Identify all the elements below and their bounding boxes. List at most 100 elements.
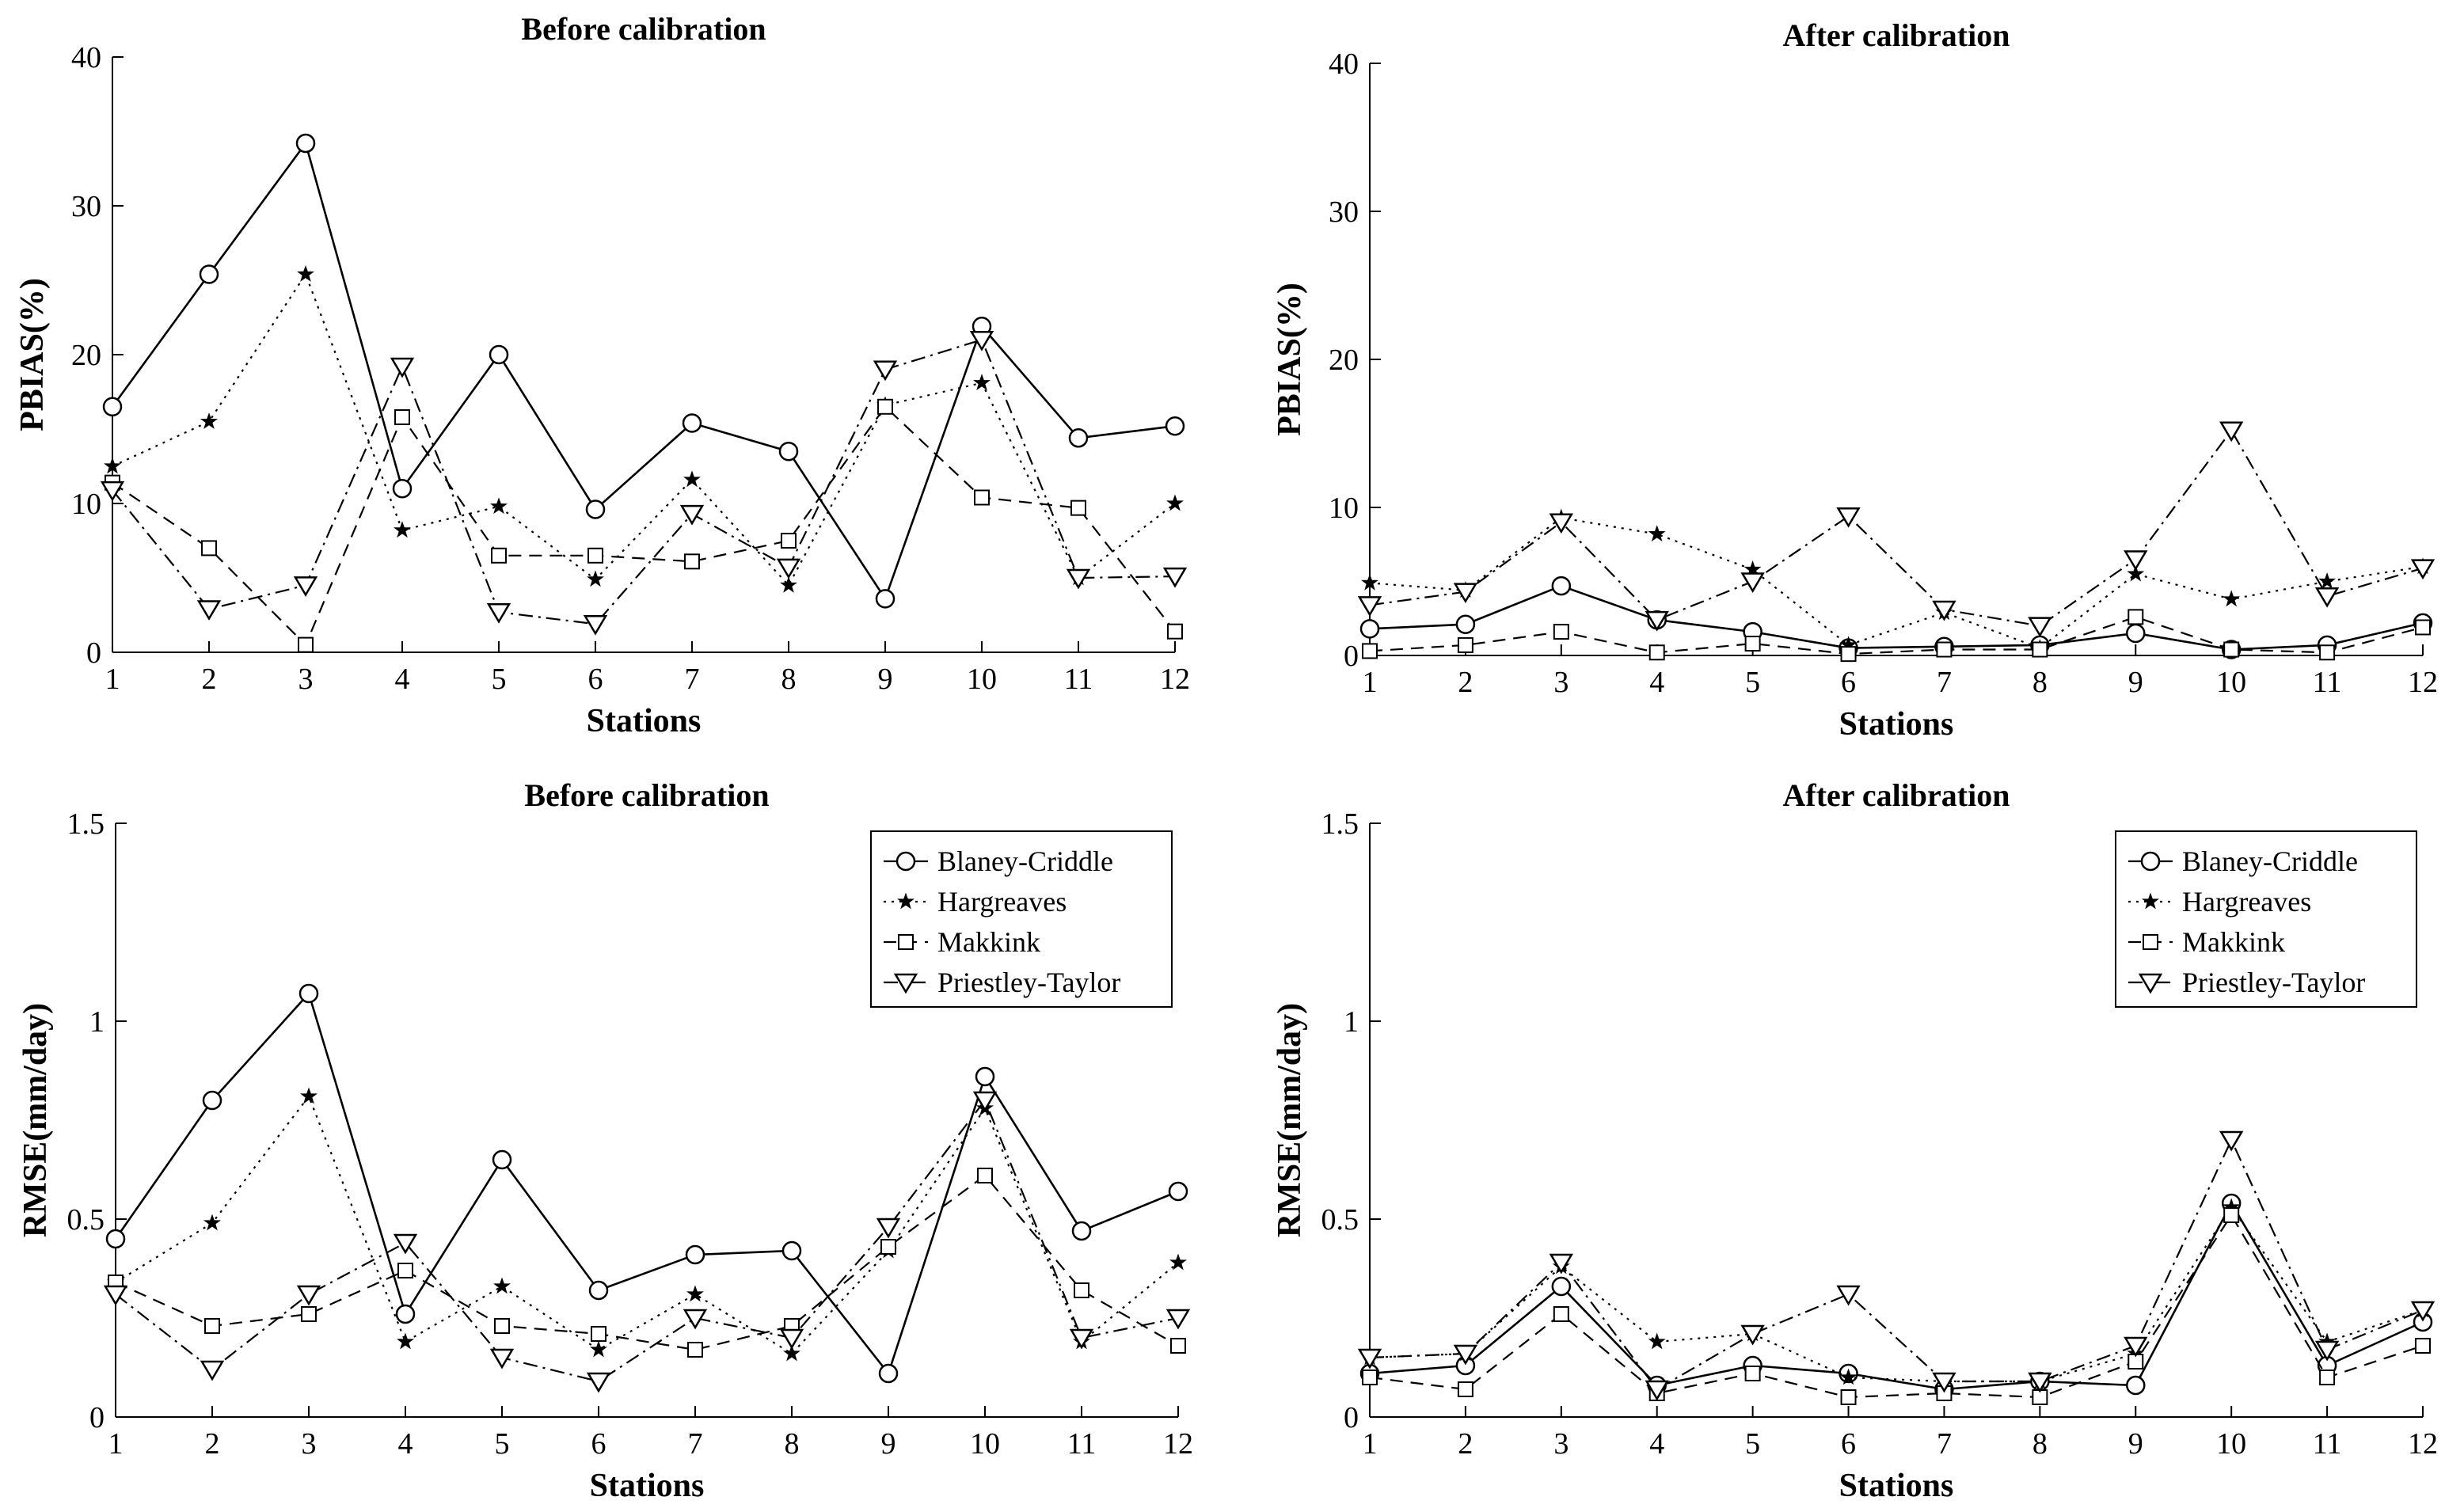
chart-pbias-after: After calibration Stations PBIAS(%) 0 10 20 30… [1272,17,2438,743]
data-point-makkink [684,553,700,570]
data-point-priestley-taylor [2410,559,2435,580]
data-point-priestley-taylor [876,1218,901,1239]
data-point-blaney-criddle [395,1304,416,1324]
x-tick-label: 5 [1745,666,1760,699]
x-tick-label: 12 [2408,1427,2438,1461]
data-point-hargreaves [780,576,797,593]
x-tick-label: 2 [202,663,217,696]
chart-title: Before calibration [524,777,769,813]
data-point-makkink [1070,500,1086,516]
data-point-priestley-taylor [196,600,222,621]
x-tick-label: 9 [881,1427,896,1461]
data-point-blaney-criddle [492,1149,512,1170]
data-point-blaney-criddle [778,441,799,462]
y-tick-label: 0 [1344,640,1359,673]
y-tick-label: 10 [71,488,101,521]
series-hargreaves [104,265,1184,593]
x-tick-label: 7 [1937,666,1952,699]
series-blaney-criddle [1359,576,2433,659]
series-priestley-taylor [1357,1130,2435,1401]
series-line-makkink [115,1174,1179,1351]
y-axis-label: RMSE(mm/day) [1272,1003,1308,1237]
data-point-blaney-criddle [298,983,319,1004]
x-tick-label: 9 [878,663,893,696]
data-point-hargreaves [590,1340,607,1358]
y-tick-label: 30 [1329,196,1359,229]
x-tick-label: 6 [1841,666,1856,699]
data-point-makkink [301,1306,317,1322]
data-point-priestley-taylor [1932,1372,1956,1393]
data-point-hargreaves [783,1344,800,1362]
data-point-priestley-taylor [1357,596,1382,617]
data-point-blaney-criddle [975,1066,995,1087]
legend-marker-makkink [898,934,914,950]
series-line-hargreaves [112,272,1176,587]
data-point-priestley-taylor [296,1285,321,1306]
data-point-blaney-criddle [685,1244,705,1265]
data-point-makkink [587,547,603,564]
y-tick-label: 0 [86,636,101,670]
x-tick-label: 2 [1458,1427,1473,1461]
x-tick-label: 10 [967,663,997,696]
data-point-makkink [1840,646,1857,663]
series-line-priestley-taylor [1369,1138,2424,1391]
series-hargreaves [107,1087,1187,1362]
series-line-priestley-taylor [115,1098,1179,1383]
x-tick-label: 12 [2408,666,2438,699]
data-point-blaney-criddle [1168,1181,1188,1202]
data-point-makkink [298,636,314,653]
x-tick-label: 6 [588,663,603,696]
x-tick-label: 8 [2032,666,2048,699]
data-point-priestley-taylor [1932,600,1956,621]
series-blaney-criddle [105,983,1188,1384]
series-makkink [108,1168,1186,1358]
series-priestley-taylor [100,330,1188,636]
x-tick-label: 6 [591,1427,606,1461]
series-line-priestley-taylor [1369,428,2424,627]
data-point-makkink [1553,1306,1569,1322]
data-point-blaney-criddle [2126,623,2146,644]
legend: Blaney-Criddle Hargreaves Makkink Priestley… [2115,830,2417,1008]
data-point-blaney-criddle [878,1363,899,1384]
data-point-makkink [1170,1338,1186,1354]
x-tick-label: 11 [1064,663,1093,696]
x-tick-label: 1 [1363,666,1378,699]
data-point-hargreaves [1648,525,1666,542]
data-point-hargreaves [1166,494,1184,511]
x-tick-label: 12 [1163,1427,1193,1461]
data-point-priestley-taylor [1836,1285,1861,1306]
data-point-makkink [1744,636,1761,652]
data-point-blaney-criddle [2126,1375,2146,1396]
x-tick-label: 11 [2313,666,2342,699]
x-tick-label: 5 [495,1427,510,1461]
x-tick-label: 1 [1363,1427,1378,1461]
data-point-priestley-taylor [1740,1324,1765,1346]
data-point-blaney-criddle [295,133,316,154]
data-point-makkink [1074,1282,1089,1298]
data-point-hargreaves [1169,1253,1187,1271]
data-point-hargreaves [397,1332,414,1350]
legend-marker-priestley-taylor [2138,973,2163,994]
x-tick-label: 3 [298,663,314,696]
data-point-blaney-criddle [1068,428,1089,448]
data-point-hargreaves [2223,590,2241,607]
data-point-priestley-taylor [1165,1309,1191,1330]
data-point-priestley-taylor [200,1360,225,1381]
x-tick-label: 8 [785,1427,800,1461]
data-point-priestley-taylor [1740,572,1765,593]
data-point-makkink [1553,624,1569,640]
legend-marker-makkink [2143,934,2158,950]
data-point-hargreaves [1648,1332,1666,1350]
x-tick-label: 5 [492,663,507,696]
data-point-blaney-criddle [105,1229,126,1249]
series-line-makkink [1369,616,2424,655]
x-axis-label: Stations [587,703,702,739]
x-axis-label: Stations [1839,1468,1954,1504]
series-makkink [1362,609,2431,663]
data-point-makkink [204,1318,220,1334]
data-point-blaney-criddle [102,397,123,417]
legend-marker-priestley-taylor [893,973,918,994]
data-point-priestley-taylor [1453,1344,1478,1366]
data-point-makkink [2032,641,2048,658]
chart-rmse-before: Before calibration Stations RMSE(mm/day) 0 0… [17,777,1193,1504]
